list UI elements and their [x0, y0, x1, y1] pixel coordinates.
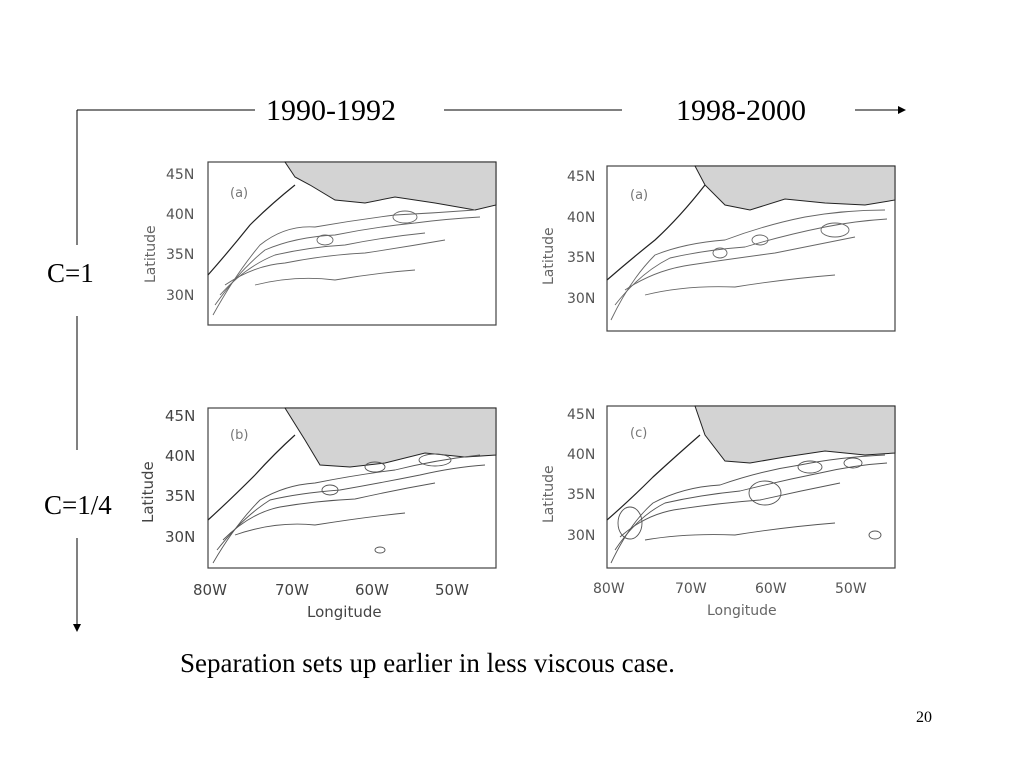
xtick-60w: 60W — [355, 581, 389, 599]
column-header-1990-1992: 1990-1992 — [266, 94, 396, 127]
land-mass — [284, 407, 497, 468]
slide-caption: Separation sets up earlier in less visco… — [180, 648, 675, 678]
contours — [610, 454, 888, 564]
panel-label: (a) — [230, 186, 248, 201]
contours — [212, 209, 481, 316]
ytick-30n: 30N — [166, 288, 194, 304]
xtick-50w: 50W — [835, 581, 867, 597]
xtick-80w: 80W — [593, 581, 625, 597]
xtick-60w: 60W — [755, 581, 787, 597]
ytick-45n: 45N — [567, 169, 595, 185]
row-label-c1: C=1 — [47, 258, 94, 288]
ytick-35n: 35N — [165, 487, 195, 505]
ytick-35n: 35N — [166, 247, 194, 263]
xtick-50w: 50W — [435, 581, 469, 599]
ytick-45n: 45N — [165, 407, 195, 425]
map-panel-top-left: Latitude 45N 40N 35N 30N (a) — [143, 161, 497, 326]
coastline — [606, 434, 701, 521]
ylabel: Latitude — [541, 227, 557, 285]
right-arrowhead — [898, 106, 906, 114]
coastline — [207, 434, 296, 521]
ytick-35n: 35N — [567, 487, 595, 503]
ytick-40n: 40N — [567, 210, 595, 226]
down-arrowhead — [73, 624, 81, 632]
map-panel-bottom-right: Latitude 45N 40N 35N 30N (c) 80W 70W 60W… — [541, 405, 896, 619]
xlabel: Longitude — [307, 603, 382, 621]
row-label-c1-4: C=1/4 — [44, 490, 112, 520]
xlabel: Longitude — [707, 603, 777, 619]
ylabel: Latitude — [139, 461, 157, 523]
xtick-80w: 80W — [193, 581, 227, 599]
panel-label: (b) — [230, 428, 248, 443]
ytick-40n: 40N — [166, 207, 194, 223]
coastline — [606, 184, 706, 281]
land-mass — [284, 161, 497, 211]
ytick-40n: 40N — [165, 447, 195, 465]
column-header-1998-2000: 1998-2000 — [676, 94, 806, 127]
xtick-70w: 70W — [275, 581, 309, 599]
ytick-45n: 45N — [166, 167, 194, 183]
ytick-30n: 30N — [567, 528, 595, 544]
ylabel: Latitude — [143, 225, 159, 283]
ytick-45n: 45N — [567, 407, 595, 423]
map-panel-bottom-left: Latitude 45N 40N 35N 30N (b) 80W 70W 60W… — [139, 407, 497, 621]
page-number: 20 — [916, 709, 932, 726]
ylabel: Latitude — [541, 465, 557, 523]
xtick-70w: 70W — [675, 581, 707, 597]
panel-label: (a) — [630, 188, 648, 203]
ytick-40n: 40N — [567, 447, 595, 463]
land-mass — [694, 165, 896, 211]
ytick-30n: 30N — [567, 291, 595, 307]
contours — [212, 453, 486, 564]
ytick-30n: 30N — [165, 528, 195, 546]
ytick-35n: 35N — [567, 250, 595, 266]
coastline — [207, 184, 296, 276]
map-panel-top-right: Latitude 45N 40N 35N 30N (a) — [541, 165, 896, 332]
land-mass — [694, 405, 896, 464]
contours — [610, 209, 888, 321]
panel-label: (c) — [630, 426, 647, 441]
